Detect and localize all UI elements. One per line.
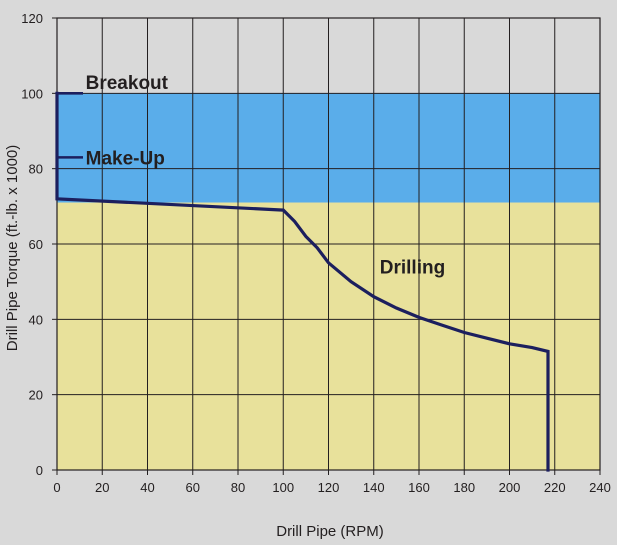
y-tick-label-2: 40 bbox=[29, 312, 43, 327]
y-tick-label-3: 60 bbox=[29, 237, 43, 252]
x-tick-label-8: 160 bbox=[408, 480, 430, 495]
y-tick-label-0: 0 bbox=[36, 463, 43, 478]
y-tick-label-5: 100 bbox=[21, 86, 43, 101]
x-tick-label-11: 220 bbox=[544, 480, 566, 495]
annotation-make-up: Make-Up bbox=[86, 148, 165, 169]
y-tick-label-6: 120 bbox=[21, 11, 43, 26]
x-tick-label-3: 60 bbox=[186, 480, 200, 495]
x-tick-label-12: 240 bbox=[589, 480, 611, 495]
x-tick-label-0: 0 bbox=[53, 480, 60, 495]
y-tick-label-1: 20 bbox=[29, 388, 43, 403]
x-tick-label-9: 180 bbox=[453, 480, 475, 495]
series-layer bbox=[55, 91, 550, 472]
x-tick-label-7: 140 bbox=[363, 480, 385, 495]
x-tick-label-6: 120 bbox=[318, 480, 340, 495]
series-line-0 bbox=[55, 91, 550, 472]
x-tick-label-2: 40 bbox=[140, 480, 154, 495]
x-axis-title: Drill Pipe (RPM) bbox=[276, 523, 384, 540]
y-axis-title: Drill Pipe Torque (ft.-lb. x 1000) bbox=[4, 145, 21, 351]
annotation-drilling: Drilling bbox=[380, 258, 445, 279]
x-tick-label-4: 80 bbox=[231, 480, 245, 495]
x-tick-label-1: 20 bbox=[95, 480, 109, 495]
x-tick-label-5: 100 bbox=[272, 480, 294, 495]
x-tick-label-10: 200 bbox=[499, 480, 521, 495]
grid-layer bbox=[57, 18, 600, 470]
annotation-breakout: Breakout bbox=[86, 73, 169, 94]
plot-frame bbox=[52, 17, 601, 475]
y-tick-labels: 0 20 40 60 80 100 120 bbox=[21, 11, 43, 478]
x-tick-labels: 0 20 40 60 80 100 120 140 160 180 200 220 240 bbox=[53, 480, 610, 495]
y-tick-label-4: 80 bbox=[29, 162, 43, 177]
annotations: Breakout Make-Up Drilling bbox=[86, 73, 446, 279]
